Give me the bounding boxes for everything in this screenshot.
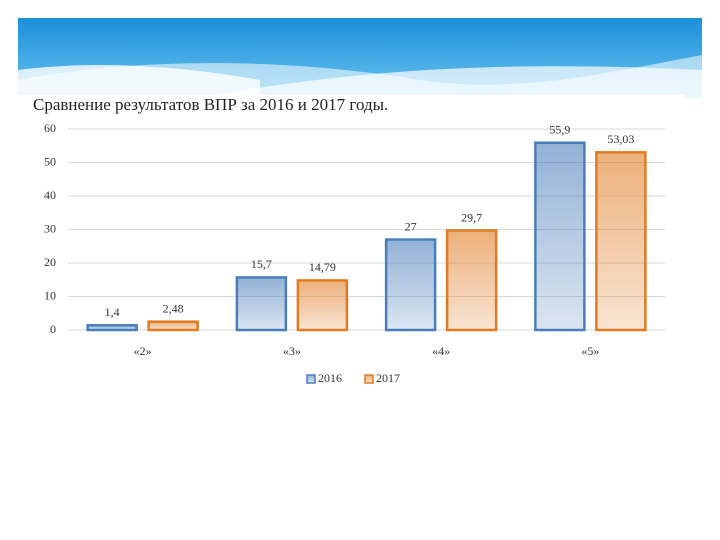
- y-tick-label: 30: [44, 221, 56, 235]
- chart-title: Сравнение результатов ВПР за 2016 и 2017…: [33, 95, 388, 114]
- x-tick-label: «2»: [134, 344, 152, 358]
- bar: [86, 324, 138, 332]
- value-label: 27: [405, 219, 417, 233]
- legend-swatch: [364, 374, 374, 384]
- value-label: 2,48: [163, 301, 184, 315]
- y-tick-label: 10: [44, 288, 56, 302]
- legend-label: 2016: [318, 371, 342, 385]
- x-tick-label: «5»: [581, 344, 599, 358]
- y-tick-label: 50: [44, 154, 56, 168]
- value-label: 14,79: [309, 260, 336, 274]
- bar: [147, 320, 199, 332]
- bar: [235, 276, 288, 332]
- bar: [595, 151, 647, 332]
- legend-label: 2017: [376, 371, 400, 385]
- bar: [445, 229, 498, 332]
- y-tick-label: 0: [50, 322, 56, 336]
- y-tick-label: 60: [44, 121, 56, 135]
- value-label: 29,7: [461, 210, 482, 224]
- value-label: 15,7: [251, 257, 272, 271]
- y-tick-label: 20: [44, 255, 56, 269]
- value-label: 53,03: [607, 132, 634, 146]
- value-label: 1,4: [105, 305, 120, 319]
- x-tick-label: «4»: [432, 344, 450, 358]
- value-label: 55,9: [549, 122, 570, 136]
- bar: [296, 279, 349, 332]
- bar: [534, 141, 586, 332]
- bar: [384, 238, 437, 332]
- x-tick-label: «3»: [283, 344, 301, 358]
- y-tick-label: 40: [44, 188, 56, 202]
- legend-swatch: [306, 374, 316, 384]
